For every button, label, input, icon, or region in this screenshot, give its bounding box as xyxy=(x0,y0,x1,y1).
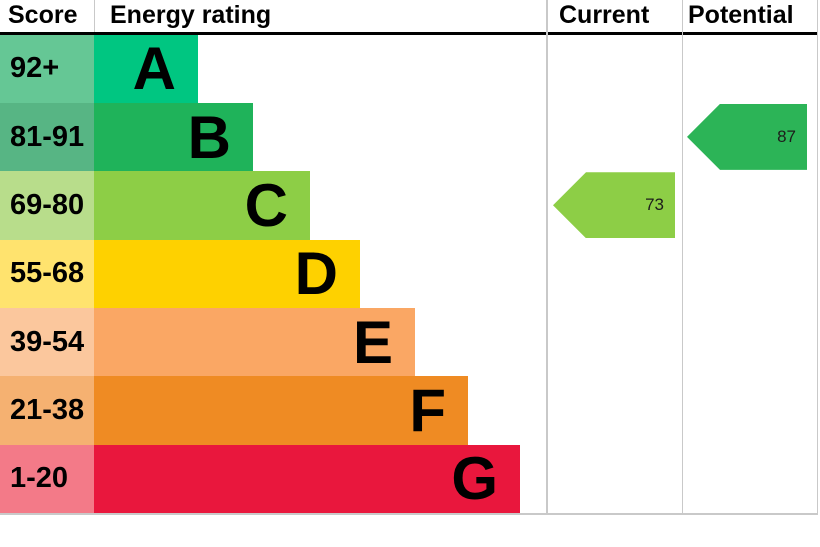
current-column-divider xyxy=(546,0,548,513)
rating-bar-f: F xyxy=(94,376,468,445)
header-bottom-border xyxy=(0,31,818,35)
score-range-a: 92+ xyxy=(0,34,94,103)
bottom-border xyxy=(0,513,818,515)
band-row-a: 92+ A xyxy=(0,34,820,103)
band-row-d: 55-68 D xyxy=(0,239,820,308)
score-range-e: 39-54 xyxy=(0,307,94,377)
band-row-e: 39-54 E xyxy=(0,307,820,377)
rating-bar-c: C xyxy=(94,171,310,240)
rating-bar-d: D xyxy=(94,239,360,308)
band-row-c: 69-80 C xyxy=(0,171,820,240)
current-column-header: Current xyxy=(559,1,650,29)
score-range-c: 69-80 xyxy=(0,171,94,240)
score-range-b: 81-91 xyxy=(0,102,94,172)
band-row-g: 1-20 G xyxy=(0,444,820,514)
score-range-g: 1-20 xyxy=(0,444,94,514)
band-rows: 92+ A 81-91 B 69-80 C 55-68 D 39-54 E 21… xyxy=(0,34,820,514)
rating-bar-b: B xyxy=(94,102,253,172)
score-column-header: Score xyxy=(8,1,78,29)
potential-column-divider xyxy=(681,0,683,513)
right-border xyxy=(816,0,818,513)
score-range-f: 21-38 xyxy=(0,376,94,445)
band-row-b: 81-91 B xyxy=(0,102,820,172)
score-range-d: 55-68 xyxy=(0,239,94,308)
score-rating-divider xyxy=(93,0,95,32)
rating-bar-a: A xyxy=(94,34,198,103)
rating-bar-e: E xyxy=(94,307,415,377)
potential-column-header: Potential xyxy=(688,1,794,29)
energy-rating-column-header: Energy rating xyxy=(110,1,272,29)
band-row-f: 21-38 F xyxy=(0,376,820,445)
rating-bar-g: G xyxy=(94,444,520,514)
